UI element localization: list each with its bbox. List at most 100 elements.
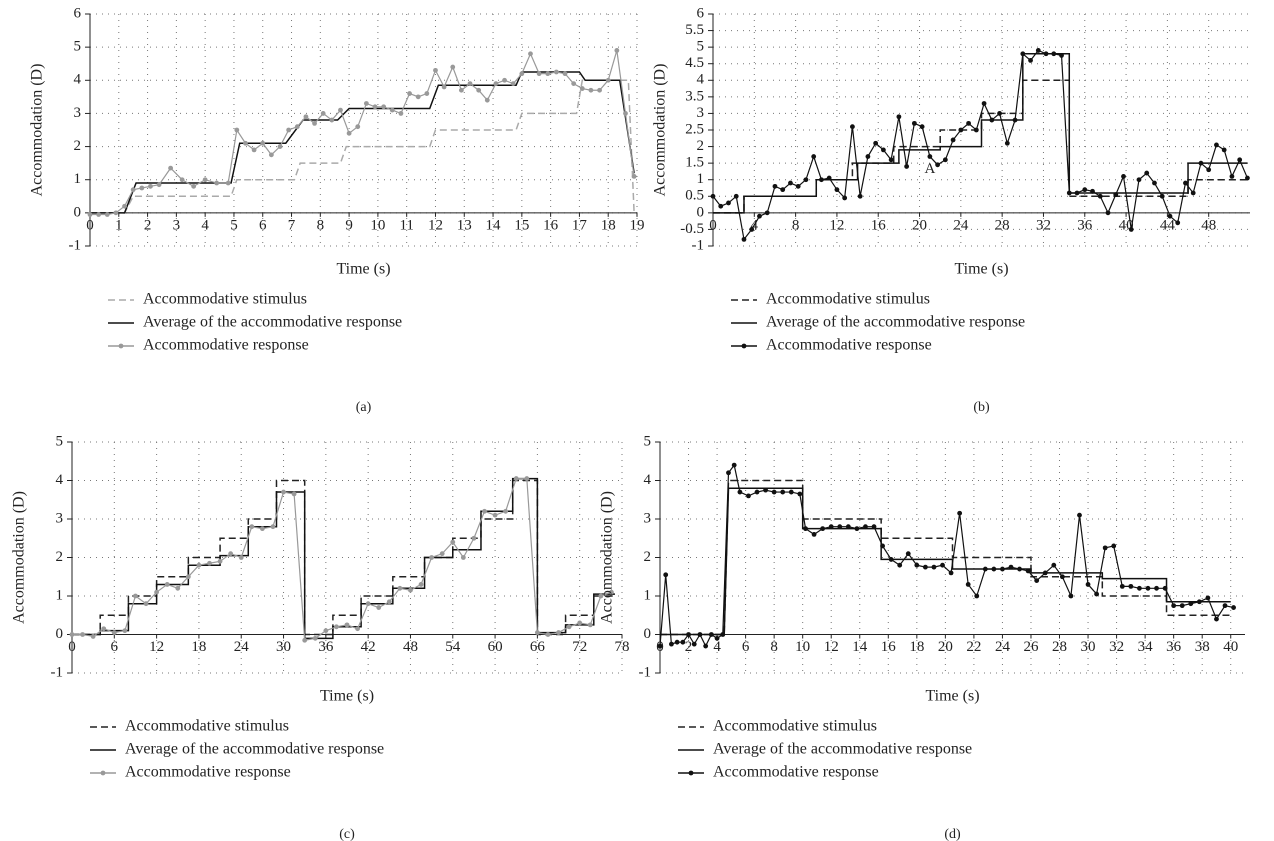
data-point [588, 87, 594, 93]
data-point [863, 524, 868, 530]
data-point [433, 67, 438, 73]
x-tick-label: 16 [543, 217, 559, 233]
data-point [513, 476, 519, 481]
data-point [175, 585, 181, 591]
data-point [320, 111, 326, 116]
data-point [524, 476, 530, 481]
data-point [904, 164, 910, 169]
data-point [826, 175, 832, 181]
x-tick-label: 72 [572, 639, 587, 655]
data-point [323, 628, 329, 634]
data-point [148, 183, 153, 189]
data-point [571, 81, 577, 86]
data-point [1074, 190, 1080, 196]
x-tick-label: 42 [361, 639, 376, 655]
series-line [72, 477, 615, 640]
data-point [179, 177, 185, 183]
data-point [911, 120, 917, 126]
legend-label: Accommodative response [766, 337, 932, 354]
data-point [1128, 227, 1134, 232]
data-point [811, 532, 817, 537]
data-point [691, 641, 697, 647]
x-tick-label: 12 [428, 217, 443, 233]
series-line [712, 49, 1248, 241]
data-point [1090, 188, 1095, 194]
data-point [820, 526, 826, 532]
data-point [104, 212, 110, 217]
series-line [90, 71, 635, 214]
data-point [1175, 220, 1181, 226]
data-point [355, 124, 361, 130]
data-point [545, 632, 551, 637]
y-tick-label: -1 [69, 237, 82, 253]
x-tick-label: 36 [318, 639, 334, 655]
y-tick-label: 4 [74, 72, 82, 88]
x-tick-label: 1 [115, 217, 123, 233]
data-point [958, 127, 964, 133]
data-point [415, 94, 421, 100]
data-point [697, 632, 703, 637]
data-point [87, 212, 93, 217]
data-point [439, 551, 445, 557]
data-point [927, 154, 933, 159]
data-point [754, 489, 760, 495]
data-point [562, 71, 568, 77]
annotation: A [924, 161, 935, 177]
data-point [663, 572, 669, 578]
y-tick-label: 2.5 [685, 121, 704, 137]
data-point [389, 107, 395, 113]
series-line [660, 479, 1231, 636]
data-point [424, 91, 430, 96]
data-point [803, 526, 808, 532]
data-point [966, 120, 971, 126]
data-point [1012, 117, 1018, 123]
data-point [749, 227, 755, 232]
data-point [1214, 616, 1219, 622]
x-tick-label: 78 [615, 639, 630, 655]
x-tick-label: 24 [995, 639, 1011, 655]
y-tick-label: 5 [697, 39, 705, 55]
data-point [312, 120, 317, 126]
data-point [270, 524, 276, 530]
data-point [458, 87, 464, 93]
x-tick-label: 32 [1109, 639, 1124, 655]
y-tick-label: 6 [697, 5, 705, 21]
panel-label: (c) [339, 827, 355, 841]
data-point [710, 193, 716, 199]
data-point [1066, 190, 1072, 196]
data-point [398, 111, 404, 116]
data-point [788, 180, 793, 186]
data-point [780, 489, 786, 495]
data-point [850, 124, 855, 130]
data-point [757, 213, 762, 219]
data-point [1206, 167, 1212, 173]
x-axis-label: Time (s) [954, 261, 1008, 278]
data-point [234, 127, 240, 133]
x-tick-label: 44 [1160, 217, 1176, 233]
y-tick-label: 6 [74, 5, 82, 21]
x-tick-label: 30 [276, 639, 291, 655]
legend-label: Accommodative stimulus [766, 291, 930, 308]
data-point [96, 212, 102, 217]
data-point [471, 535, 477, 541]
data-point [1082, 187, 1088, 193]
data-point [156, 182, 162, 188]
data-point [1159, 193, 1165, 199]
data-point [989, 117, 995, 123]
data-point [997, 111, 1002, 116]
data-point [974, 593, 980, 599]
data-point [303, 114, 309, 120]
data-point [1113, 192, 1119, 198]
data-point [579, 86, 585, 91]
data-point [1154, 585, 1159, 591]
y-tick-label: 5 [644, 433, 652, 449]
y-tick-label: 1 [56, 587, 64, 603]
data-point [111, 630, 117, 635]
data-point [837, 524, 843, 530]
data-point [122, 628, 128, 634]
x-tick-label: 12 [149, 639, 164, 655]
data-point [268, 152, 274, 158]
x-tick-label: 8 [770, 639, 778, 655]
data-point [214, 180, 220, 186]
data-point [597, 87, 602, 93]
